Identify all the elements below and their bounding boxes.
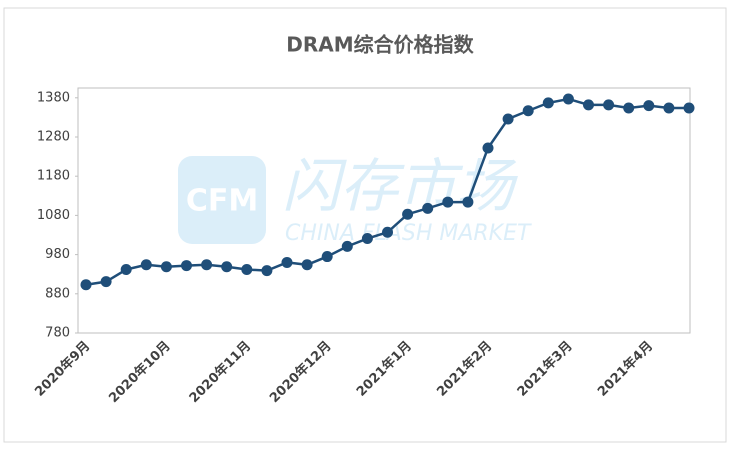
y-tick-label: 1180 (37, 169, 70, 184)
watermark-logo: CFM (186, 184, 258, 219)
point (583, 99, 594, 111)
point (402, 208, 414, 220)
y-tick-label: 780 (45, 326, 70, 341)
point (643, 100, 655, 112)
y-tick-label: 880 (45, 286, 70, 301)
point (462, 196, 474, 208)
point (663, 102, 675, 114)
point (603, 99, 615, 111)
watermark-name: 闪存市场 (282, 152, 519, 220)
watermark-logo-box (178, 156, 266, 244)
watermark: CFM 闪存市场 CHINA FLASH MARKET (178, 152, 532, 246)
point (120, 263, 132, 275)
point (502, 113, 514, 125)
point (562, 93, 574, 105)
point (201, 259, 213, 271)
chart-frame (3, 7, 727, 443)
point (321, 251, 333, 263)
point (80, 279, 92, 291)
point (140, 259, 152, 271)
y-tick-label: 1080 (37, 208, 70, 223)
point (542, 97, 554, 109)
point (482, 142, 494, 154)
y-tick-label: 980 (45, 247, 70, 262)
point (341, 240, 353, 252)
point (281, 256, 293, 268)
point (301, 259, 313, 271)
point (221, 261, 233, 273)
point (422, 202, 434, 214)
y-tick-label: 1280 (37, 130, 70, 145)
point (382, 226, 393, 238)
watermark-subtitle: CHINA FLASH MARKET (285, 221, 532, 246)
point (100, 276, 112, 288)
plot-area (77, 87, 691, 334)
point (683, 102, 695, 114)
point (442, 196, 454, 208)
point (160, 261, 172, 273)
point (623, 102, 635, 114)
point (361, 233, 373, 245)
point (522, 105, 534, 117)
point (261, 265, 273, 277)
chart-title: DRAM综合价格指数 (286, 33, 474, 57)
point (181, 260, 192, 272)
point (241, 263, 253, 275)
y-tick-label: 1380 (37, 90, 70, 105)
